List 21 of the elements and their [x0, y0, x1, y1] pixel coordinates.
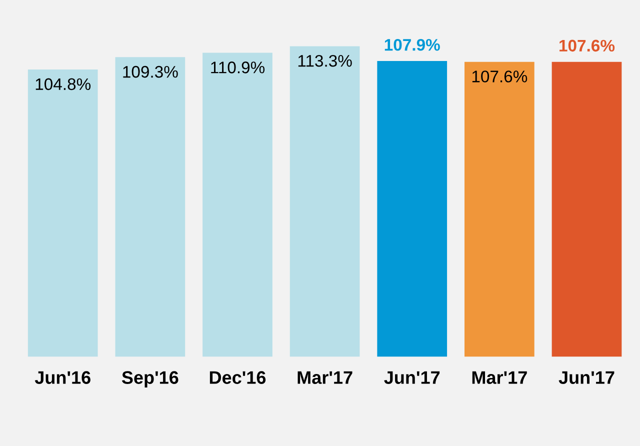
x-tick-label: Dec'16 — [210, 371, 266, 384]
data-label: 104.8% — [36, 78, 91, 90]
data-label: 107.6% — [560, 40, 615, 52]
bar — [115, 57, 186, 357]
bar — [377, 60, 448, 357]
data-label: 110.9% — [211, 62, 265, 74]
bar — [552, 62, 622, 357]
bar — [464, 62, 534, 357]
x-tick-label: Jun'17 — [384, 371, 440, 384]
x-tick-label: Mar'17 — [298, 371, 352, 384]
x-tick-label: Jun'17 — [558, 371, 614, 384]
x-tick-label: Sep'16 — [122, 371, 178, 388]
data-label: 109.3% — [123, 66, 178, 78]
x-tick-label: Jun'16 — [34, 371, 90, 384]
bar — [290, 46, 360, 357]
data-label: 107.9% — [384, 38, 440, 51]
bar — [28, 69, 98, 357]
bar — [202, 52, 272, 357]
data-label: 107.6% — [472, 70, 528, 82]
x-tick-label: Mar'17 — [472, 371, 527, 384]
data-label: 113.3% — [298, 54, 352, 67]
